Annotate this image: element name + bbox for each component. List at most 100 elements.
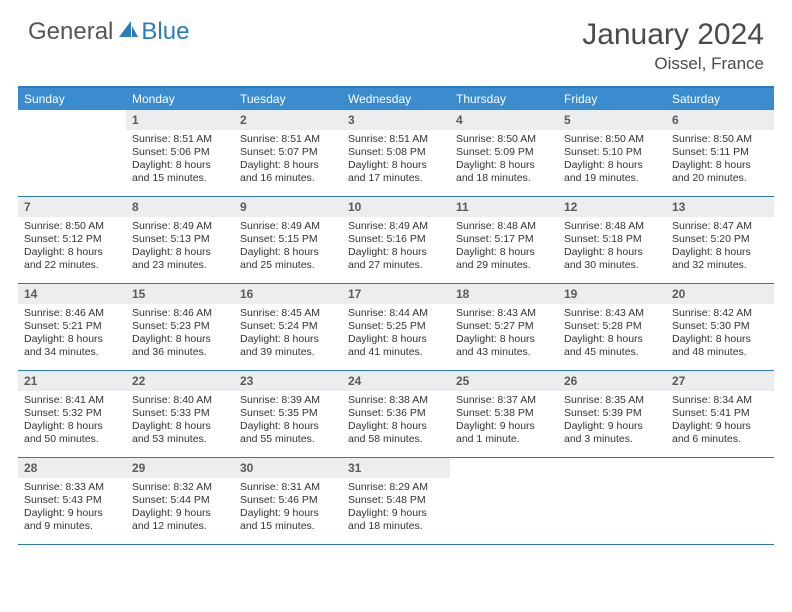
sunrise-line: Sunrise: 8:43 AM xyxy=(564,307,660,320)
sunset-line: Sunset: 5:44 PM xyxy=(132,494,228,507)
day-body: Sunrise: 8:37 AMSunset: 5:38 PMDaylight:… xyxy=(450,391,558,450)
day-number: 24 xyxy=(342,371,450,391)
calendar-cell: 26Sunrise: 8:35 AMSunset: 5:39 PMDayligh… xyxy=(558,371,666,457)
daylight-line: Daylight: 8 hours and 32 minutes. xyxy=(672,246,768,272)
calendar-cell: 18Sunrise: 8:43 AMSunset: 5:27 PMDayligh… xyxy=(450,284,558,370)
sunrise-line: Sunrise: 8:50 AM xyxy=(564,133,660,146)
logo-sail-icon xyxy=(117,19,139,46)
daylight-line: Daylight: 8 hours and 58 minutes. xyxy=(348,420,444,446)
calendar-cell xyxy=(18,110,126,196)
calendar-cell: 6Sunrise: 8:50 AMSunset: 5:11 PMDaylight… xyxy=(666,110,774,196)
sunrise-line: Sunrise: 8:37 AM xyxy=(456,394,552,407)
day-body: Sunrise: 8:39 AMSunset: 5:35 PMDaylight:… xyxy=(234,391,342,450)
day-body: Sunrise: 8:46 AMSunset: 5:21 PMDaylight:… xyxy=(18,304,126,363)
sunset-line: Sunset: 5:30 PM xyxy=(672,320,768,333)
calendar-cell: 16Sunrise: 8:45 AMSunset: 5:24 PMDayligh… xyxy=(234,284,342,370)
sunset-line: Sunset: 5:12 PM xyxy=(24,233,120,246)
daylight-line: Daylight: 8 hours and 36 minutes. xyxy=(132,333,228,359)
calendar-cell: 23Sunrise: 8:39 AMSunset: 5:35 PMDayligh… xyxy=(234,371,342,457)
day-number: 9 xyxy=(234,197,342,217)
calendar-cell: 14Sunrise: 8:46 AMSunset: 5:21 PMDayligh… xyxy=(18,284,126,370)
calendar-week: 1 Sunrise: 8:51 AM Sunset: 5:06 PM Daylight… xyxy=(18,110,774,197)
calendar-cell: 10Sunrise: 8:49 AMSunset: 5:16 PMDayligh… xyxy=(342,197,450,283)
day-number: 27 xyxy=(666,371,774,391)
sunset-line: Sunset: 5:10 PM xyxy=(564,146,660,159)
daylight-line: Daylight: 8 hours and 55 minutes. xyxy=(240,420,336,446)
sunrise-line: Sunrise: 8:42 AM xyxy=(672,307,768,320)
sunrise-line: Sunrise: 8:51 AM xyxy=(240,133,336,146)
calendar-cell: 29Sunrise: 8:32 AMSunset: 5:44 PMDayligh… xyxy=(126,458,234,544)
calendar-cell: 2Sunrise: 8:51 AMSunset: 5:07 PMDaylight… xyxy=(234,110,342,196)
sunrise-line: Sunrise: 8:29 AM xyxy=(348,481,444,494)
sunrise-line: Sunrise: 8:35 AM xyxy=(564,394,660,407)
sunset-line: Sunset: 5:41 PM xyxy=(672,407,768,420)
sunrise-line: Sunrise: 8:48 AM xyxy=(564,220,660,233)
sunrise-line: Sunrise: 8:45 AM xyxy=(240,307,336,320)
calendar-cell: 20Sunrise: 8:42 AMSunset: 5:30 PMDayligh… xyxy=(666,284,774,370)
sunset-line: Sunset: 5:17 PM xyxy=(456,233,552,246)
day-number: 23 xyxy=(234,371,342,391)
calendar-cell: 17Sunrise: 8:44 AMSunset: 5:25 PMDayligh… xyxy=(342,284,450,370)
calendar-cell: 22Sunrise: 8:40 AMSunset: 5:33 PMDayligh… xyxy=(126,371,234,457)
sunset-line: Sunset: 5:48 PM xyxy=(348,494,444,507)
daylight-line: Daylight: 8 hours and 34 minutes. xyxy=(24,333,120,359)
daylight-line: Daylight: 8 hours and 30 minutes. xyxy=(564,246,660,272)
page-header: General Blue January 2024 Oissel, France xyxy=(0,0,792,80)
sunset-line: Sunset: 5:18 PM xyxy=(564,233,660,246)
calendar-cell xyxy=(666,458,774,544)
sunset-line: Sunset: 5:15 PM xyxy=(240,233,336,246)
weekday-header: Saturday xyxy=(666,88,774,110)
sunset-line: Sunset: 5:08 PM xyxy=(348,146,444,159)
day-number: 20 xyxy=(666,284,774,304)
sunset-line: Sunset: 5:06 PM xyxy=(132,146,228,159)
sunset-line: Sunset: 5:11 PM xyxy=(672,146,768,159)
daylight-line: Daylight: 9 hours and 15 minutes. xyxy=(240,507,336,533)
day-number: 25 xyxy=(450,371,558,391)
daylight-line: Daylight: 9 hours and 9 minutes. xyxy=(24,507,120,533)
day-body: Sunrise: 8:44 AMSunset: 5:25 PMDaylight:… xyxy=(342,304,450,363)
sunrise-line: Sunrise: 8:43 AM xyxy=(456,307,552,320)
day-number: 1 xyxy=(126,110,234,130)
sunrise-line: Sunrise: 8:33 AM xyxy=(24,481,120,494)
sunrise-line: Sunrise: 8:46 AM xyxy=(24,307,120,320)
calendar-cell: 7Sunrise: 8:50 AMSunset: 5:12 PMDaylight… xyxy=(18,197,126,283)
daylight-line: Daylight: 9 hours and 18 minutes. xyxy=(348,507,444,533)
sunrise-line: Sunrise: 8:50 AM xyxy=(24,220,120,233)
day-number: 5 xyxy=(558,110,666,130)
sunrise-line: Sunrise: 8:34 AM xyxy=(672,394,768,407)
calendar-cell: 21Sunrise: 8:41 AMSunset: 5:32 PMDayligh… xyxy=(18,371,126,457)
calendar-cell: 24Sunrise: 8:38 AMSunset: 5:36 PMDayligh… xyxy=(342,371,450,457)
day-body: Sunrise: 8:46 AMSunset: 5:23 PMDaylight:… xyxy=(126,304,234,363)
day-body: Sunrise: 8:48 AMSunset: 5:17 PMDaylight:… xyxy=(450,217,558,276)
sunrise-line: Sunrise: 8:39 AM xyxy=(240,394,336,407)
day-body: Sunrise: 8:42 AMSunset: 5:30 PMDaylight:… xyxy=(666,304,774,363)
calendar-cell: 3Sunrise: 8:51 AMSunset: 5:08 PMDaylight… xyxy=(342,110,450,196)
day-body: Sunrise: 8:34 AMSunset: 5:41 PMDaylight:… xyxy=(666,391,774,450)
daylight-line: Daylight: 8 hours and 18 minutes. xyxy=(456,159,552,185)
sunset-line: Sunset: 5:13 PM xyxy=(132,233,228,246)
sunrise-line: Sunrise: 8:50 AM xyxy=(456,133,552,146)
day-number: 18 xyxy=(450,284,558,304)
calendar-cell: 11Sunrise: 8:48 AMSunset: 5:17 PMDayligh… xyxy=(450,197,558,283)
sunset-line: Sunset: 5:36 PM xyxy=(348,407,444,420)
day-number: 28 xyxy=(18,458,126,478)
day-body: Sunrise: 8:51 AMSunset: 5:07 PMDaylight:… xyxy=(234,130,342,189)
day-body: Sunrise: 8:50 AMSunset: 5:12 PMDaylight:… xyxy=(18,217,126,276)
sunrise-line: Sunrise: 8:50 AM xyxy=(672,133,768,146)
daylight-line: Daylight: 9 hours and 12 minutes. xyxy=(132,507,228,533)
sunset-line: Sunset: 5:38 PM xyxy=(456,407,552,420)
sunset-line: Sunset: 5:43 PM xyxy=(24,494,120,507)
day-body: Sunrise: 8:38 AMSunset: 5:36 PMDaylight:… xyxy=(342,391,450,450)
calendar-cell: 19Sunrise: 8:43 AMSunset: 5:28 PMDayligh… xyxy=(558,284,666,370)
sunrise-line: Sunrise: 8:46 AM xyxy=(132,307,228,320)
day-number: 13 xyxy=(666,197,774,217)
day-number: 11 xyxy=(450,197,558,217)
day-number: 17 xyxy=(342,284,450,304)
weekday-header-row: SundayMondayTuesdayWednesdayThursdayFrid… xyxy=(18,88,774,110)
logo: General Blue xyxy=(28,18,189,46)
weekday-header: Friday xyxy=(558,88,666,110)
daylight-line: Daylight: 8 hours and 19 minutes. xyxy=(564,159,660,185)
sunrise-line: Sunrise: 8:32 AM xyxy=(132,481,228,494)
day-body: Sunrise: 8:49 AMSunset: 5:13 PMDaylight:… xyxy=(126,217,234,276)
daylight-line: Daylight: 8 hours and 45 minutes. xyxy=(564,333,660,359)
